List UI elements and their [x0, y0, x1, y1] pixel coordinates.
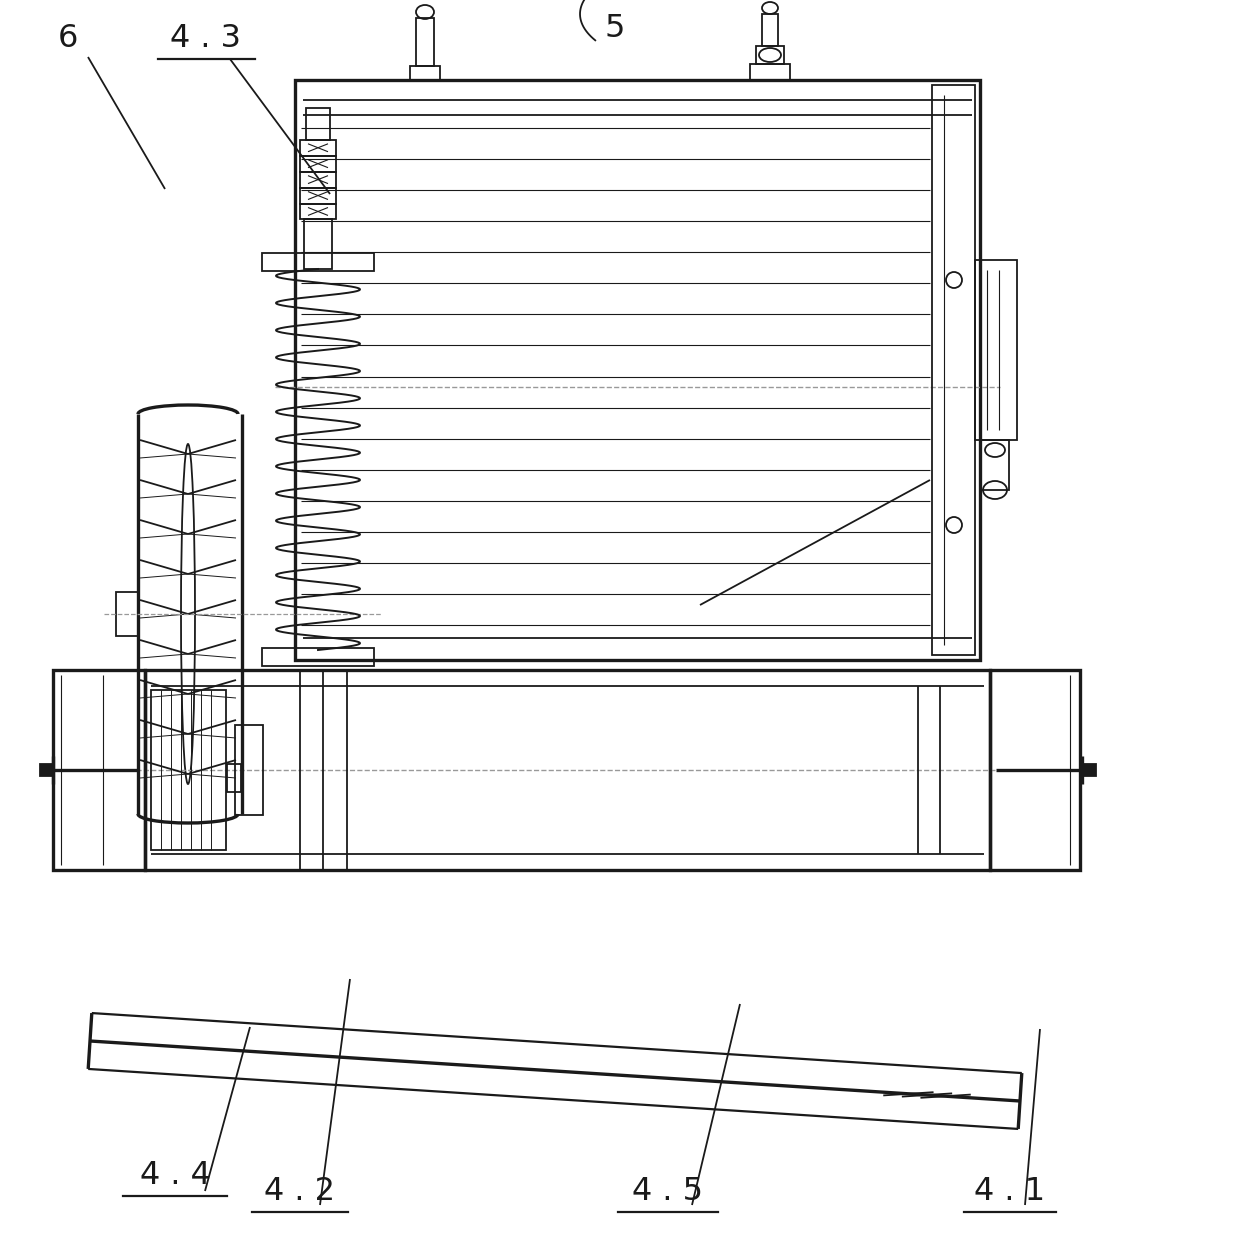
Bar	[295, 80, 980, 659]
Bar	[415, 17, 434, 66]
Bar	[763, 14, 777, 46]
Bar	[975, 260, 1017, 440]
Bar	[306, 107, 330, 140]
Bar	[990, 669, 1080, 871]
Bar	[262, 254, 374, 271]
Bar	[236, 724, 263, 816]
Text: 5: 5	[605, 12, 625, 44]
Text: 6: 6	[58, 22, 78, 54]
Bar	[750, 64, 790, 80]
Bar	[304, 220, 332, 269]
Bar	[981, 440, 1009, 490]
Bar	[756, 46, 784, 64]
Bar	[1083, 764, 1096, 776]
Bar	[300, 204, 336, 220]
Text: 4 . 5: 4 . 5	[632, 1177, 703, 1207]
Bar	[227, 764, 241, 792]
Bar	[300, 187, 336, 204]
Bar	[145, 669, 990, 871]
Text: 4 . 4: 4 . 4	[140, 1160, 211, 1192]
Text: 4 . 2: 4 . 2	[264, 1177, 336, 1207]
Text: 4 . 1: 4 . 1	[975, 1177, 1045, 1207]
Bar	[53, 669, 145, 871]
Bar	[151, 689, 226, 851]
Bar	[40, 764, 55, 776]
Bar	[410, 66, 440, 80]
Bar	[262, 648, 374, 666]
Text: 4 . 3: 4 . 3	[170, 22, 241, 54]
Bar	[300, 140, 336, 156]
Bar	[300, 171, 336, 187]
Bar	[117, 592, 138, 636]
Bar	[932, 85, 975, 654]
Bar	[300, 156, 336, 171]
